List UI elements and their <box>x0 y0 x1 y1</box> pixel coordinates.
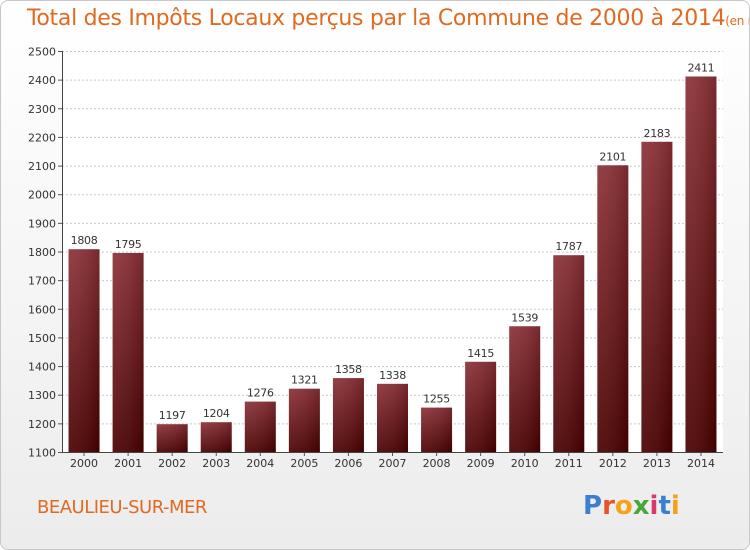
logo-letter: i <box>649 491 659 521</box>
x-tick-label: 2009 <box>467 457 495 470</box>
bar-value-label: 1321 <box>291 374 318 387</box>
bar-value-label: 1358 <box>335 363 362 376</box>
commune-name: BEAULIEU-SUR-MER <box>37 497 207 518</box>
x-tick-label: 2014 <box>687 457 715 470</box>
bar-value-label: 1808 <box>71 234 98 247</box>
y-tick-label: 2200 <box>28 131 56 144</box>
logo-letter: i <box>670 491 680 521</box>
logo-letter: o <box>614 491 633 521</box>
bar-shade <box>685 76 717 453</box>
x-tick-label: 2006 <box>334 457 362 470</box>
bar-shade <box>597 165 629 452</box>
axis-layer: 1100 1200 1300 1400 1500 1600 1700 1800 1900 2000… <box>28 46 723 470</box>
bar-value-label: 1415 <box>467 347 494 360</box>
bar-value-label: 1795 <box>115 238 142 251</box>
chart-title: Total des Impôts Locaux perçus par la Co… <box>27 6 749 31</box>
y-tick-label: 2500 <box>28 46 56 59</box>
bar-value-label: 1255 <box>423 393 450 406</box>
x-tick-label: 2008 <box>423 457 451 470</box>
bar-shade <box>156 424 188 452</box>
y-tick-label: 2400 <box>28 74 56 87</box>
bar-shade <box>68 249 100 452</box>
bar-shade <box>332 378 364 452</box>
bar-shade <box>244 401 276 452</box>
bar-shade <box>288 388 320 452</box>
bar-value-label: 1787 <box>555 240 582 253</box>
y-tick-label: 1600 <box>28 303 56 316</box>
x-tick-label: 2000 <box>70 457 98 470</box>
bar-shade <box>200 422 232 452</box>
x-tick-label: 2003 <box>202 457 230 470</box>
x-tick-label: 2007 <box>379 457 407 470</box>
bar-value-label: 1338 <box>379 369 406 382</box>
y-tick-label: 2000 <box>28 189 56 202</box>
logo-letter: r <box>602 491 615 521</box>
bar-value-label: 2101 <box>599 150 626 163</box>
y-tick-label: 2100 <box>28 160 56 173</box>
bar-value-label: 1197 <box>159 409 186 422</box>
y-tick-label: 2300 <box>28 103 56 116</box>
bar-shade <box>465 361 497 452</box>
bar-value-label: 1276 <box>247 387 274 400</box>
x-tick-label: 2010 <box>511 457 539 470</box>
bar-shade <box>641 141 673 452</box>
bar-shade <box>509 326 541 452</box>
bar-value-label: 2183 <box>644 127 671 140</box>
bar-shade <box>377 383 408 452</box>
y-tick-label: 1900 <box>28 217 56 230</box>
chart-unit: (en milliers d'€) <box>725 14 749 28</box>
y-tick-label: 1300 <box>28 389 56 402</box>
bar-value-label: 2411 <box>688 61 715 74</box>
bar-shade <box>421 407 453 452</box>
x-tick-label: 2005 <box>290 457 318 470</box>
x-tick-label: 2011 <box>555 457 583 470</box>
logo-letter: P <box>583 491 603 521</box>
logo-letter: t <box>658 491 671 521</box>
bar-shade <box>553 255 585 452</box>
labels-layer: 1808 1795 1197 1204 1276 1321 1358 1338 1255 1415… <box>71 61 715 422</box>
chart-title-text: Total des Impôts Locaux perçus par la Co… <box>27 6 726 31</box>
y-tick-label: 1100 <box>28 447 56 460</box>
x-tick-label: 2001 <box>114 457 142 470</box>
bar-shade <box>112 252 144 452</box>
bars-layer <box>68 76 717 453</box>
x-tick-label: 2002 <box>158 457 186 470</box>
proxiti-logo: Proxiti <box>583 491 680 521</box>
y-tick-label: 1500 <box>28 332 56 345</box>
x-tick-label: 2012 <box>599 457 627 470</box>
y-tick-label: 1700 <box>28 275 56 288</box>
x-tick-label: 2004 <box>246 457 274 470</box>
bar-value-label: 1539 <box>511 311 538 324</box>
y-tick-label: 1400 <box>28 361 56 374</box>
y-tick-label: 1200 <box>28 418 56 431</box>
logo-letter: x <box>632 491 650 521</box>
x-tick-label: 2013 <box>643 457 671 470</box>
bar-value-label: 1204 <box>203 407 230 420</box>
y-tick-label: 1800 <box>28 246 56 259</box>
